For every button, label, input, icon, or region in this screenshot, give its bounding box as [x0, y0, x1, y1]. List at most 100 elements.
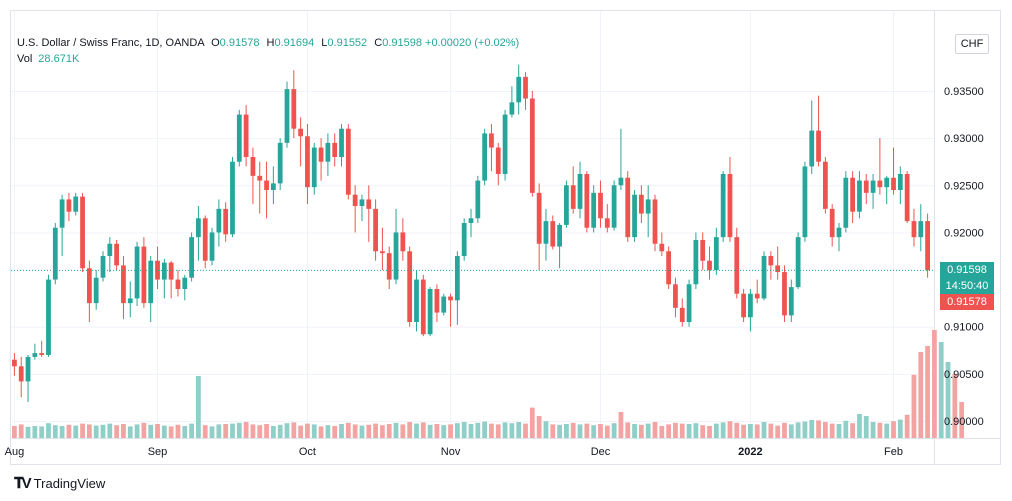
candle-body[interactable]: [775, 265, 781, 273]
candle-body[interactable]: [434, 289, 440, 313]
candle-body[interactable]: [632, 194, 637, 238]
candle-body[interactable]: [352, 194, 358, 207]
candle-body[interactable]: [448, 296, 453, 301]
candle-body[interactable]: [591, 192, 597, 228]
candle-body[interactable]: [305, 136, 310, 188]
candle-body[interactable]: [427, 289, 433, 335]
candle-body[interactable]: [66, 199, 72, 212]
candle-body[interactable]: [679, 307, 685, 322]
candle-body[interactable]: [502, 114, 508, 174]
candle-body[interactable]: [46, 279, 51, 355]
candle-body[interactable]: [638, 194, 644, 214]
candle-body[interactable]: [918, 221, 924, 238]
candle-body[interactable]: [73, 196, 79, 212]
candle-body[interactable]: [39, 353, 45, 355]
candle-body[interactable]: [782, 272, 787, 316]
candle-body[interactable]: [18, 366, 24, 382]
candle-body[interactable]: [625, 177, 631, 238]
candle-body[interactable]: [107, 243, 113, 256]
candle-body[interactable]: [209, 232, 215, 261]
candle-body[interactable]: [611, 185, 617, 228]
candle-body[interactable]: [332, 142, 338, 157]
candle-body[interactable]: [523, 76, 528, 99]
candle-body[interactable]: [155, 260, 160, 280]
candle-body[interactable]: [366, 199, 372, 209]
candle-body[interactable]: [196, 218, 201, 238]
candle-body[interactable]: [897, 173, 903, 190]
candle-body[interactable]: [673, 284, 678, 308]
candle-body[interactable]: [713, 237, 719, 271]
candle-body[interactable]: [795, 237, 801, 288]
candle-body[interactable]: [284, 89, 290, 143]
candle-body[interactable]: [127, 298, 133, 304]
candle-body[interactable]: [468, 218, 474, 223]
candle-body[interactable]: [400, 232, 406, 252]
candle-body[interactable]: [727, 173, 733, 238]
candle-body[interactable]: [870, 180, 876, 193]
candle-body[interactable]: [809, 130, 815, 167]
candle-body[interactable]: [748, 293, 753, 318]
candle-body[interactable]: [598, 192, 603, 219]
candle-body[interactable]: [339, 128, 344, 157]
candle-body[interactable]: [52, 227, 58, 280]
candlesticks[interactable]: [12, 64, 930, 403]
candle-body[interactable]: [550, 221, 556, 247]
candle-body[interactable]: [884, 177, 890, 188]
volume-label[interactable]: Vol: [17, 53, 33, 65]
candle-body[interactable]: [12, 359, 17, 367]
candle-body[interactable]: [788, 287, 794, 316]
candle-body[interactable]: [168, 262, 174, 280]
candle-body[interactable]: [822, 161, 828, 209]
candle-body[interactable]: [182, 277, 188, 289]
candle-body[interactable]: [114, 243, 120, 266]
candle-body[interactable]: [741, 293, 746, 318]
candle-body[interactable]: [134, 246, 140, 299]
candle-body[interactable]: [100, 256, 106, 278]
candle-body[interactable]: [659, 243, 665, 252]
candle-body[interactable]: [32, 353, 38, 357]
candle-body[interactable]: [243, 114, 249, 157]
candle-body[interactable]: [707, 260, 712, 271]
candle-body[interactable]: [734, 237, 740, 294]
candle-body[interactable]: [816, 130, 821, 162]
candle-body[interactable]: [461, 223, 467, 256]
candle-body[interactable]: [577, 173, 583, 209]
candle-body[interactable]: [495, 147, 501, 174]
candle-body[interactable]: [93, 277, 99, 304]
candle-body[interactable]: [386, 253, 392, 280]
candle-body[interactable]: [863, 180, 869, 193]
candle-body[interactable]: [570, 185, 576, 209]
candle-body[interactable]: [175, 279, 181, 289]
candle-body[interactable]: [414, 279, 419, 322]
tradingview-logo[interactable]: 𝐓V TradingView: [14, 475, 105, 492]
candle-body[interactable]: [454, 256, 460, 301]
candle-body[interactable]: [202, 218, 208, 261]
candle-body[interactable]: [475, 180, 481, 219]
candle-body[interactable]: [161, 262, 167, 280]
candle-body[interactable]: [686, 284, 692, 322]
candle-body[interactable]: [291, 89, 297, 129]
candle-body[interactable]: [925, 221, 930, 271]
candle-body[interactable]: [802, 166, 808, 238]
candle-body[interactable]: [768, 256, 774, 266]
candle-body[interactable]: [236, 114, 242, 162]
candle-body[interactable]: [761, 256, 767, 299]
candle-body[interactable]: [380, 251, 385, 254]
candle-body[interactable]: [482, 133, 488, 181]
candle-body[interactable]: [584, 173, 590, 228]
candle-body[interactable]: [829, 208, 835, 238]
candle-body[interactable]: [393, 232, 399, 280]
candle-body[interactable]: [836, 227, 842, 238]
candle-body[interactable]: [857, 180, 862, 212]
candle-body[interactable]: [618, 177, 624, 186]
candle-body[interactable]: [516, 76, 522, 103]
candle-body[interactable]: [693, 239, 699, 285]
candle-body[interactable]: [720, 173, 726, 238]
candle-body[interactable]: [121, 265, 126, 304]
candle-body[interactable]: [325, 142, 331, 162]
candle-body[interactable]: [59, 199, 65, 228]
candle-body[interactable]: [700, 239, 706, 261]
candle-body[interactable]: [529, 98, 535, 193]
currency-badge[interactable]: CHF: [955, 34, 989, 54]
candle-body[interactable]: [645, 199, 651, 214]
